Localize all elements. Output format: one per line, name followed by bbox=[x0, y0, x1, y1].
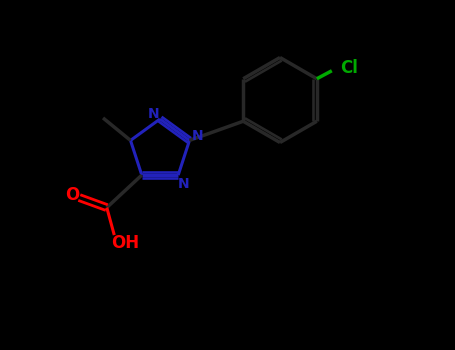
Text: N: N bbox=[148, 107, 159, 121]
Text: Cl: Cl bbox=[340, 59, 358, 77]
Text: OH: OH bbox=[111, 233, 139, 252]
Text: N: N bbox=[177, 177, 189, 191]
Text: N: N bbox=[192, 130, 204, 144]
Text: O: O bbox=[65, 186, 80, 204]
